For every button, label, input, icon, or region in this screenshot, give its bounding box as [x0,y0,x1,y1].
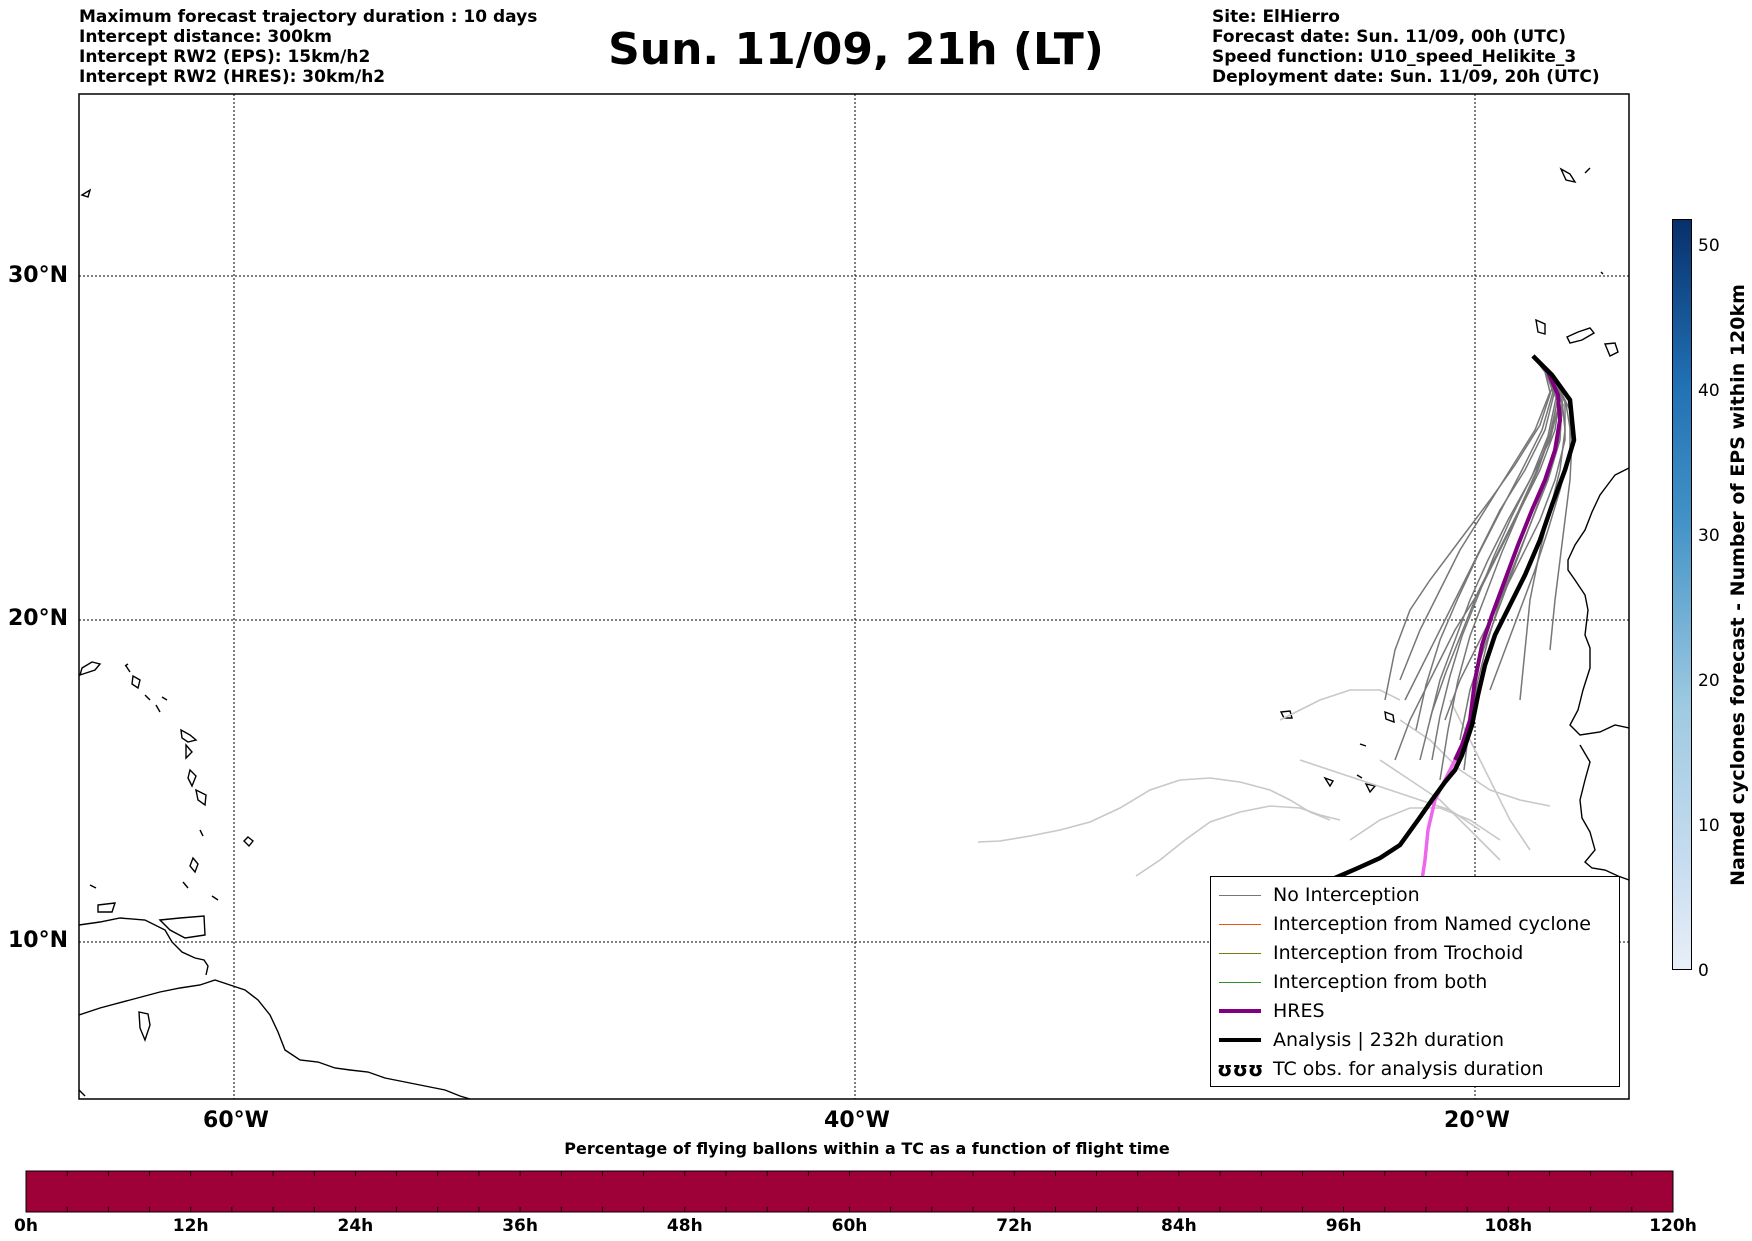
right-colorbar [1672,219,1692,970]
right-colorbar-tick: 10 [1698,816,1720,836]
map-legend: No Interception Interception from Named … [1210,876,1620,1087]
legend-label: Interception from Named cyclone [1273,913,1591,935]
bottom-colorbar-minor-ticks [25,1171,1674,1212]
legend-item: Interception from Named cyclone [1211,910,1619,938]
legend-label: HRES [1273,1000,1325,1022]
right-colorbar-label: Named cyclones forecast - Number of EPS … [1727,284,1749,886]
header-right-line: Deployment date: Sun. 11/09, 20h (UTC) [1212,67,1600,87]
header-left-info: Maximum forecast trajectory duration : 1… [79,7,537,87]
legend-item: ʊʊʊ TC obs. for analysis duration [1211,1055,1619,1083]
header-left-line: Intercept RW2 (EPS): 15km/h2 [79,47,371,67]
legend-item: Interception from both [1211,968,1619,996]
legend-swatch [1219,1009,1261,1013]
map-frame [78,93,1630,1100]
right-colorbar-tick: 20 [1698,671,1720,691]
bottom-colorbar-tick: 12h [172,1216,209,1236]
lat-label-30n: 30°N [8,263,69,288]
bottom-colorbar-tick: 48h [666,1216,703,1236]
bottom-colorbar-tick: 0h [14,1216,38,1236]
legend-label: Analysis | 232h duration [1273,1029,1505,1051]
tc-symbol-icon: ʊʊʊ [1217,1057,1264,1081]
right-colorbar-tick: 40 [1698,381,1720,401]
legend-item: Interception from Trochoid [1211,939,1619,967]
bottom-colorbar-tick: 60h [831,1216,868,1236]
lon-label-40w: 40°W [824,1108,890,1133]
right-colorbar-tick: 50 [1698,236,1720,256]
legend-swatch [1219,1038,1261,1042]
right-colorbar-tick: 30 [1698,526,1720,546]
bottom-colorbar-tick: 120h [1649,1216,1697,1236]
bottom-colorbar-title: Percentage of flying ballons within a TC… [564,1139,1170,1158]
legend-label: No Interception [1273,884,1420,906]
legend-item: No Interception [1211,881,1619,909]
right-colorbar-tick: 0 [1698,961,1709,981]
analysis-trajectory [1309,354,1577,889]
lat-label-10n: 10°N [8,928,69,953]
bottom-colorbar-tick: 96h [1325,1216,1362,1236]
lon-label-20w: 20°W [1444,1108,1510,1133]
hres-trajectory-tail [1420,759,1457,896]
lat-label-20n: 20°N [8,606,69,631]
legend-label: Interception from Trochoid [1273,942,1524,964]
header-left-line: Maximum forecast trajectory duration : 1… [79,7,538,27]
legend-label: Interception from both [1273,971,1488,993]
legend-swatch [1219,894,1261,896]
header-right-line: Site: ElHierro [1212,7,1340,27]
bottom-colorbar-tick: 24h [337,1216,374,1236]
header-left-line: Intercept distance: 300km [79,27,332,47]
bottom-colorbar-tick: 84h [1161,1216,1197,1236]
header-right-line: Speed function: U10_speed_Helikite_3 [1212,47,1577,67]
legend-item: HRES [1211,997,1619,1025]
bottom-colorbar-tick: 36h [502,1216,538,1236]
page-title: Sun. 11/09, 21h (LT) [608,24,1104,75]
lon-label-60w: 60°W [203,1108,269,1133]
header-left-line: Intercept RW2 (HRES): 30km/h2 [79,67,386,87]
hres-trajectory [1453,354,1563,761]
trajectories-eps [1384,355,1573,781]
legend-item: Analysis | 232h duration [1211,1026,1619,1054]
legend-swatch [1219,952,1261,954]
header-right-line: Forecast date: Sun. 11/09, 00h (UTC) [1212,27,1567,47]
bottom-colorbar-tick: 72h [996,1216,1033,1236]
bottom-colorbar-tick: 108h [1484,1216,1533,1236]
header-right-info: Site: ElHierro Forecast date: Sun. 11/09… [1212,7,1600,87]
coastlines [79,167,1629,1099]
legend-swatch [1219,981,1261,983]
legend-swatch [1219,923,1261,925]
legend-label: TC obs. for analysis duration [1273,1058,1544,1080]
bottom-colorbar [25,1170,1674,1213]
